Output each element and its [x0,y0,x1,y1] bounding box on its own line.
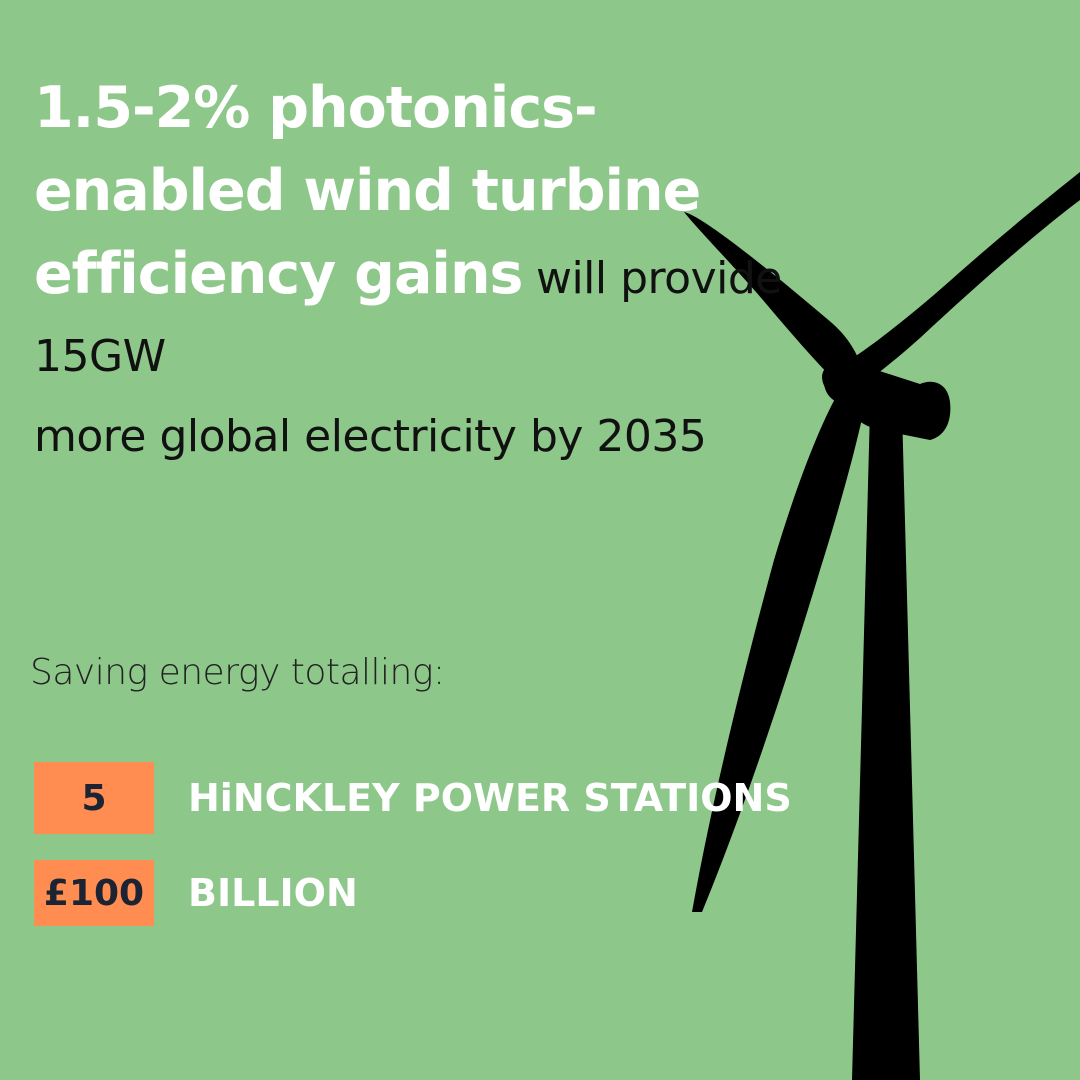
headline-continuation: will provide 15GW [34,253,782,382]
turbine-blade-lower [692,390,866,912]
stat-label: HiNCKLEY POWER STATIONS [188,776,792,820]
headline-highlight: 1.5-2% photonics-enabled wind turbine ef… [34,75,701,307]
stat-label: BILLION [188,871,358,915]
headline: 1.5-2% photonics-enabled wind turbine ef… [34,74,814,473]
stat-row-billion: £100 BILLION [34,860,358,926]
stat-value-box: 5 [34,762,154,834]
turbine-hub [824,360,868,404]
stat-row-power-stations: 5 HiNCKLEY POWER STATIONS [34,762,792,834]
turbine-blade-right [850,172,1080,382]
turbine-blade-upper [684,212,862,382]
stat-value-box: £100 [34,860,154,926]
subheading: Saving energy totalling: [30,652,445,693]
headline-line-2: more global electricity by 2035 [34,411,707,462]
turbine-tower [852,410,920,1080]
